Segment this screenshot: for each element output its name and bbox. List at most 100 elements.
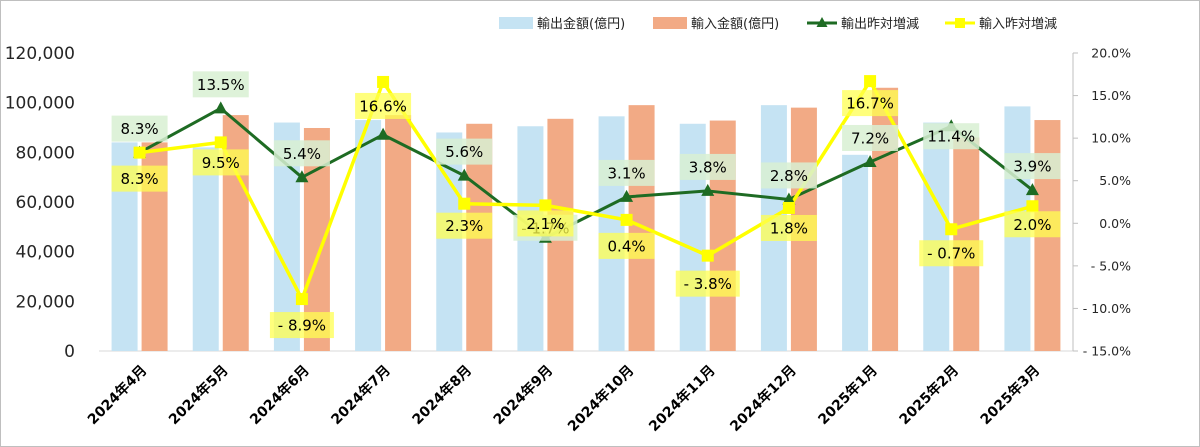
export-yoy-marker [782,192,796,205]
import-yoy-label: 1.8% [770,219,808,237]
legend-export-bar-swatch [499,17,533,29]
left-tick-label: 60,000 [16,193,75,213]
export-yoy-label-box [760,162,817,189]
export-yoy-marker [620,189,634,202]
lines [133,75,1039,306]
legend-export-bar-text: 輸出金額(億円) [537,16,625,32]
export-yoy-label-box [192,71,249,98]
left-tick-label: 100,000 [5,94,75,114]
export-yoy-label: 7.2% [851,129,889,147]
export-yoy-label: 8.3% [121,120,159,138]
right-tick-label: 15.0% [1091,88,1131,103]
category-label: 2024年12月 [727,362,800,435]
import-yoy-marker [377,75,390,88]
data-labels: 8.3%13.5%5.4%5.6%- 1.7%3.1%3.8%2.8%7.2%1… [111,71,1061,339]
import-yoy-label: 2.3% [445,217,483,235]
export-yoy-marker [295,170,309,183]
import-bar [385,115,412,351]
category-label: 2025年3月 [977,362,1043,428]
export-bar [355,120,382,351]
legend-import-bar-text: 輸入金額(億円) [691,16,779,32]
import-yoy-label: 2.0% [1013,216,1051,234]
left-tick-label: 40,000 [16,243,75,263]
import-yoy-label: 16.7% [846,95,894,113]
right-tick-label: - 10.0% [1083,301,1131,316]
import-yoy-label-box [842,90,899,117]
import-yoy-label: 2.1% [526,215,564,233]
export-yoy-marker [457,168,471,181]
right-tick-label: 5.0% [1099,173,1131,188]
export-bar [923,122,950,352]
export-yoy-label: 3.8% [689,158,727,176]
import-yoy-marker [133,146,146,159]
right-tick-label: - 15.0% [1083,344,1131,359]
import-yoy-marker [782,201,795,214]
import-yoy-marker [1026,200,1039,213]
import-yoy-marker [864,75,877,88]
category-label: 2024年7月 [328,362,394,428]
export-yoy-label-box [273,140,330,167]
legend-import-line-marker [955,18,965,28]
export-yoy-label-box [436,138,493,165]
left-tick-label: 0 [64,342,75,362]
export-yoy-label: 2.8% [770,167,808,185]
left-tick-label: 120,000 [5,44,75,64]
bars [111,87,1061,352]
export-yoy-label: 3.1% [608,164,646,182]
right-tick-label: 0.0% [1099,216,1131,231]
import-yoy-label-box [111,165,168,192]
right-tick-label: 20.0% [1091,46,1131,61]
export-yoy-label: 11.4% [927,128,975,146]
export-bar [842,154,869,351]
export-yoy-label: 5.6% [445,143,483,161]
export-yoy-label: 5.4% [283,145,321,163]
export-yoy-label: 3.9% [1013,158,1051,176]
import-yoy-label: 8.3% [121,170,159,188]
category-label: 2024年8月 [409,362,475,428]
import-yoy-label: 0.4% [608,237,646,255]
export-yoy-label-box [111,115,168,142]
export-yoy-label-box [598,159,655,186]
import-yoy-line [139,79,1033,301]
import-yoy-label-box [598,232,655,259]
legend-import-line-text: 輸入昨対増減 [979,16,1057,32]
category-label: 2024年10月 [564,362,637,435]
export-yoy-marker [863,154,877,167]
category-label: 2024年4月 [84,362,150,428]
import-yoy-marker [945,223,958,236]
left-tick-label: 20,000 [16,292,75,312]
export-yoy-line [138,106,1034,240]
category-label: 2024年9月 [490,362,556,428]
import-yoy-label-box [760,214,817,241]
import-yoy-label: - 8.9% [278,317,326,335]
import-yoy-label-box [1004,211,1061,238]
import-yoy-marker [620,213,633,226]
legend-import-bar-swatch [653,17,687,29]
import-yoy-label: - 0.7% [927,245,975,263]
export-yoy-label-box [842,124,899,151]
export-yoy-label-box [923,123,980,150]
import-yoy-label: 16.6% [359,97,407,115]
legend-export-line-text: 輸出昨対増減 [841,16,919,32]
category-label: 2024年11月 [645,362,718,435]
import-yoy-marker [539,199,552,212]
export-yoy-label-box [1004,153,1061,180]
export-yoy-marker [1025,183,1039,196]
category-label: 2025年2月 [896,362,962,428]
category-label: 2024年6月 [246,362,312,428]
import-yoy-label-box [919,240,984,267]
category-label: 2025年1月 [815,362,881,428]
import-yoy-label-box [436,212,493,239]
import-yoy-label-box [269,312,334,339]
import-yoy-label: 9.5% [202,154,240,172]
import-yoy-label: - 3.8% [684,275,732,293]
legend: 輸出金額(億円) 輸入金額(億円) 輸出昨対増減 輸入昨対増減 [499,16,1057,32]
export-yoy-label: 13.5% [197,76,245,94]
import-yoy-marker [701,249,714,262]
import-yoy-label-box [192,149,249,176]
category-label: 2024年5月 [165,362,231,428]
export-bar [192,147,219,351]
right-tick-label: - 5.0% [1091,258,1131,273]
